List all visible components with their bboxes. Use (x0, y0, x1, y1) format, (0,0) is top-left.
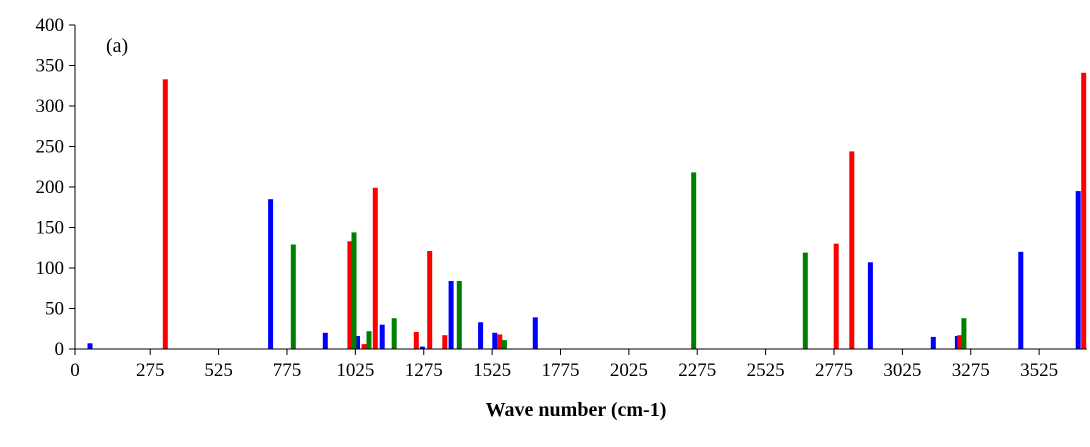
bar-series3-3 (366, 331, 372, 349)
bar-series2-7 (442, 335, 448, 349)
x-tick-label: 1025 (336, 360, 374, 381)
bar-series3-6 (501, 340, 507, 349)
bar-series2-11 (957, 335, 963, 349)
y-axis: 0 50 100 150 200 250 300 350 400 (36, 15, 76, 360)
x-tick-label: 1275 (405, 360, 443, 381)
y-tick-label: 200 (36, 177, 65, 198)
bar-series1-11 (867, 262, 873, 349)
x-tick-label: 0 (70, 360, 80, 381)
x-tick-label: 1775 (541, 360, 579, 381)
x-tick-label: 275 (136, 360, 165, 381)
bar-series3-5 (456, 281, 462, 349)
bar-series2-4 (372, 187, 378, 349)
x-tick-label: 2025 (610, 360, 648, 381)
bar-series1-10 (532, 317, 538, 349)
y-tick-label: 0 (55, 339, 65, 360)
y-tick-label: 150 (36, 218, 65, 239)
y-tick-label: 50 (45, 299, 64, 320)
x-tick-label: 525 (204, 360, 233, 381)
bar-series3-8 (802, 252, 808, 349)
y-tick-label: 100 (36, 258, 65, 279)
bar-series3-9 (961, 318, 967, 349)
y-tick-label: 350 (36, 56, 65, 77)
bar-series2-10 (849, 151, 855, 349)
bar-series2-6 (427, 251, 433, 349)
bar-series1-12 (930, 336, 936, 349)
bar-series1-1 (87, 343, 93, 349)
bar-series2-2 (347, 241, 353, 349)
bar-series2-1 (162, 79, 168, 350)
bar-series1-7 (448, 281, 454, 349)
x-axis: 0 275 525 775 1025 1275 1525 1775 2025 2275 2525 27… (70, 348, 1087, 381)
bar-series1-3 (322, 332, 328, 349)
bar-series1-4 (355, 336, 360, 349)
x-tick-label: 775 (273, 360, 302, 381)
bar-series3-4 (391, 318, 397, 349)
y-tick-label: 400 (36, 15, 65, 36)
bar-series2-9 (833, 243, 839, 349)
bar-series1-14 (1018, 251, 1024, 349)
x-tick-label: 3525 (1020, 360, 1058, 381)
x-tick-label: 2275 (678, 360, 716, 381)
bars-layer (87, 72, 1087, 350)
bar-series1-9 (492, 332, 498, 349)
bar-series2-3 (361, 344, 367, 349)
bar-series3-2 (351, 232, 357, 349)
bar-series1-15 (1075, 191, 1081, 349)
bar-series1-6 (419, 346, 425, 349)
y-tick-label: 250 (36, 137, 65, 158)
bar-series2-8 (497, 334, 503, 349)
x-tick-label: 2525 (747, 360, 785, 381)
x-tick-label: 3275 (952, 360, 990, 381)
bar-series1-2 (268, 199, 274, 349)
bar-series2-12 (1081, 72, 1087, 350)
bar-series1-8 (478, 322, 484, 349)
x-tick-label: 3025 (883, 360, 921, 381)
x-tick-label: 2775 (815, 360, 853, 381)
bar-series2-5 (413, 332, 419, 349)
bar-series3-7 (691, 172, 697, 349)
panel-label: (a) (106, 35, 128, 57)
y-tick-label: 300 (36, 96, 65, 117)
x-axis-title: Wave number (cm-1) (486, 399, 667, 421)
x-tick-label: 1525 (473, 360, 511, 381)
bar-series3-1 (290, 244, 296, 349)
bar-series1-5 (379, 324, 385, 349)
